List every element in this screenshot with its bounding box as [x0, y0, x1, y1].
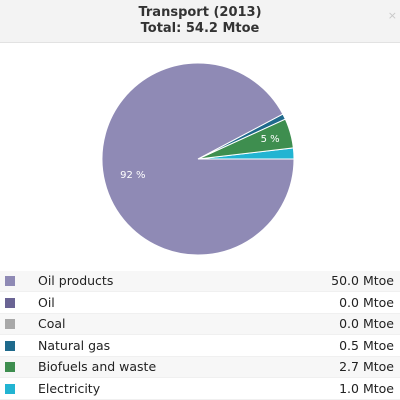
legend-label: Biofuels and waste: [38, 359, 157, 374]
close-icon[interactable]: ×: [387, 9, 397, 22]
legend-row-natural-gas[interactable]: Natural gas 0.5 Mtoe: [0, 336, 400, 357]
legend-value: 0.0 Mtoe: [339, 316, 394, 331]
chart-title: Transport (2013): [138, 5, 262, 20]
slice-label-biofuels-and-waste: 5 %: [261, 134, 280, 145]
pie-slices: [101, 62, 295, 256]
legend-label: Coal: [38, 316, 66, 331]
legend-label: Oil products: [38, 273, 114, 288]
legend-value: 1.0 Mtoe: [339, 380, 394, 396]
legend-row-biofuels-and-waste[interactable]: Biofuels and waste 2.7 Mtoe: [0, 357, 400, 378]
slice-label-oil-products: 92 %: [120, 170, 145, 181]
legend-label: Oil: [38, 294, 55, 310]
pie-labels: 92 % 5 %: [120, 134, 280, 181]
legend-value: 0.5 Mtoe: [339, 337, 394, 353]
legend-label: Electricity: [38, 380, 101, 396]
legend-value: 50.0 Mtoe: [331, 273, 394, 288]
legend-row-coal[interactable]: Coal 0.0 Mtoe: [0, 314, 400, 335]
legend: Oil products 50.0 Mtoe Oil 0.0 Mtoe Coal 0.0 …: [0, 271, 400, 400]
legend-row-oil-products[interactable]: Oil products 50.0 Mtoe: [0, 271, 400, 292]
legend-swatch: [5, 362, 15, 372]
legend-value: 0.0 Mtoe: [339, 294, 394, 310]
legend-rows: Oil products 50.0 Mtoe Oil 0.0 Mtoe Coal 0.0 …: [0, 271, 400, 400]
chart-subtitle: Total: 54.2 Mtoe: [140, 21, 260, 36]
chart-header: Transport (2013) Total: 54.2 Mtoe ×: [0, 0, 400, 43]
legend-swatch: [5, 297, 15, 308]
legend-value: 2.7 Mtoe: [339, 359, 394, 374]
pie-chart: 92 % 5 %: [101, 62, 295, 256]
legend-row-oil[interactable]: Oil 0.0 Mtoe: [0, 293, 400, 314]
legend-swatch: [5, 319, 15, 329]
legend-swatch: [5, 383, 15, 394]
legend-label: Natural gas: [38, 337, 111, 353]
pie-slice-oil-products[interactable]: [101, 62, 295, 256]
legend-row-electricity[interactable]: Electricity 1.0 Mtoe: [0, 379, 400, 400]
legend-swatch: [5, 340, 15, 351]
legend-swatch: [5, 276, 15, 286]
